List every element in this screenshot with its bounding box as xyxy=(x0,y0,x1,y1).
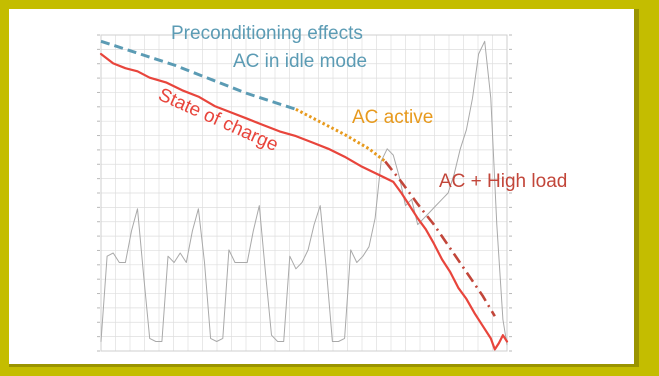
grid xyxy=(97,34,512,352)
plot-frame xyxy=(100,34,508,352)
chart-panel: Preconditioning effects AC in idle mode … xyxy=(9,9,639,367)
annotation-state-of-charge: State of charge xyxy=(155,84,281,156)
series-line-preconditioning xyxy=(100,39,297,111)
chart-area: Preconditioning effects AC in idle mode … xyxy=(97,23,567,352)
annotation-preconditioning: Preconditioning effects xyxy=(171,23,363,44)
series-line-high-load xyxy=(384,160,496,317)
annotation-idle-mode: AC in idle mode xyxy=(233,51,367,72)
annotation-ac-active: AC active xyxy=(352,107,433,128)
annotation-high-load: AC + High load xyxy=(439,171,567,192)
series-line-speed xyxy=(100,40,508,346)
series-layer xyxy=(99,39,509,351)
series-line-soc xyxy=(99,52,509,351)
